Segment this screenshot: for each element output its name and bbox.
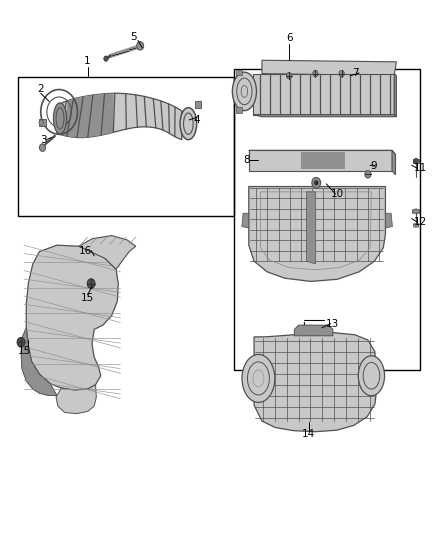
Ellipse shape (180, 108, 197, 140)
Ellipse shape (358, 356, 385, 395)
Text: 7: 7 (353, 68, 359, 78)
Polygon shape (307, 192, 315, 264)
Circle shape (414, 158, 418, 164)
Polygon shape (254, 333, 377, 432)
Polygon shape (242, 213, 249, 228)
Polygon shape (301, 152, 345, 169)
Polygon shape (56, 385, 96, 414)
Polygon shape (79, 236, 136, 269)
Circle shape (87, 279, 95, 288)
Polygon shape (262, 60, 396, 76)
Polygon shape (57, 93, 182, 140)
Polygon shape (385, 213, 392, 228)
Circle shape (39, 144, 46, 151)
Polygon shape (413, 224, 419, 227)
Text: 13: 13 (326, 319, 339, 328)
Ellipse shape (232, 72, 256, 110)
Polygon shape (39, 119, 46, 126)
Polygon shape (294, 325, 333, 336)
Text: 6: 6 (286, 33, 293, 43)
Text: 12: 12 (414, 217, 427, 227)
Ellipse shape (242, 354, 275, 402)
Text: 5: 5 (130, 33, 137, 42)
Polygon shape (253, 115, 396, 117)
Text: 4: 4 (194, 115, 201, 125)
Text: 11: 11 (414, 164, 427, 173)
Text: 2: 2 (37, 84, 44, 94)
Ellipse shape (53, 103, 67, 134)
Polygon shape (249, 187, 385, 281)
Text: 9: 9 (370, 161, 377, 171)
Circle shape (314, 180, 318, 185)
Circle shape (312, 177, 321, 188)
Polygon shape (26, 245, 118, 390)
Circle shape (137, 42, 144, 50)
Polygon shape (413, 209, 420, 213)
Bar (234, 69, 420, 370)
Polygon shape (392, 150, 396, 175)
Text: 16: 16 (79, 246, 92, 255)
Text: 14: 14 (302, 430, 315, 439)
Circle shape (39, 120, 43, 125)
Text: 8: 8 (243, 155, 250, 165)
Circle shape (104, 56, 108, 61)
Polygon shape (249, 150, 392, 171)
Text: 1: 1 (84, 55, 91, 66)
Circle shape (365, 171, 371, 178)
Circle shape (339, 70, 344, 77)
Circle shape (313, 70, 318, 77)
Polygon shape (195, 101, 201, 108)
Polygon shape (394, 74, 396, 117)
Polygon shape (21, 328, 57, 395)
Polygon shape (236, 108, 242, 113)
Text: 10: 10 (331, 189, 344, 199)
Polygon shape (249, 150, 396, 155)
Circle shape (17, 337, 25, 347)
Text: 15: 15 (18, 346, 31, 356)
Polygon shape (236, 70, 242, 75)
Circle shape (286, 72, 292, 79)
Text: 15: 15 (81, 294, 94, 303)
Polygon shape (253, 74, 394, 115)
Bar (18, 77, 234, 216)
Bar (413, 159, 419, 163)
Polygon shape (62, 93, 113, 138)
Text: 3: 3 (40, 135, 47, 144)
